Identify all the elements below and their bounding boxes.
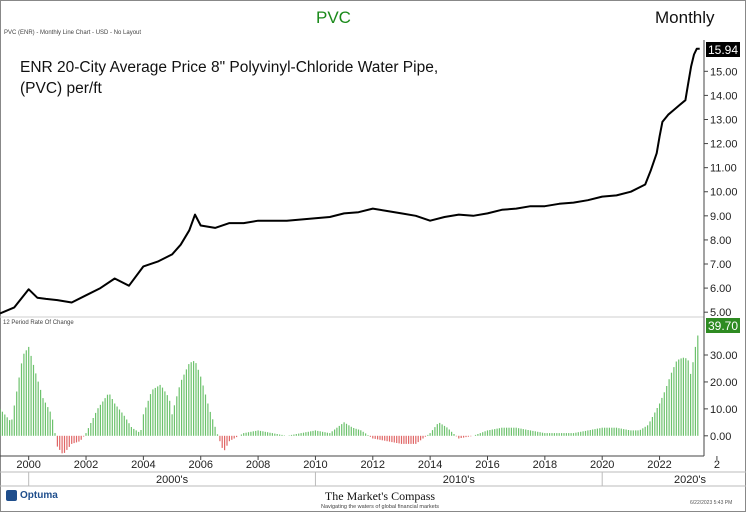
- compass-title: The Market's Compass: [324, 489, 436, 503]
- last-price-badge: 15.94: [706, 42, 740, 57]
- x-tick-label: 2000: [16, 459, 40, 471]
- x-tick-label: 2014: [418, 459, 442, 471]
- optuma-logo-text: Optuma: [20, 490, 58, 501]
- price-y-tick-label: 12.00: [710, 139, 738, 151]
- price-y-tick-label: 8.00: [710, 235, 731, 247]
- x-tick-label: 2006: [188, 459, 212, 471]
- compass-tagline: Navigating the waters of global financia…: [320, 504, 439, 510]
- x-tick-label: 2012: [361, 459, 385, 471]
- period-label: Monthly: [655, 8, 715, 27]
- price-y-ticks: 5.00 6.00 7.00 8.00 9.00 10.00 11.00 12.00 13.00…: [704, 66, 738, 319]
- price-y-tick-label: 9.00: [710, 211, 731, 223]
- x-tick-label: 2016: [475, 459, 499, 471]
- x-tick-label: 2: [714, 459, 720, 471]
- price-y-tick-label: 5.00: [710, 307, 731, 319]
- price-y-tick-label: 13.00: [710, 114, 738, 126]
- last-price-value: 15.94: [708, 43, 738, 57]
- price-y-tick-label: 7.00: [710, 259, 731, 271]
- roc-y-tick-label: 20.00: [710, 377, 738, 389]
- roc-panel-label: 12 Period Rate Of Change: [3, 320, 74, 326]
- roc-y-ticks: 0.00 10.00 20.00 30.00: [704, 350, 738, 443]
- price-y-tick-label: 15.00: [710, 66, 738, 78]
- optuma-logo: Optuma: [6, 490, 58, 501]
- x-tick-label: 2020: [590, 459, 614, 471]
- price-y-tick-label: 10.00: [710, 187, 738, 199]
- chart-title: PVC: [316, 8, 351, 27]
- x-tick-label: 2018: [533, 459, 557, 471]
- x-tick-label: 2004: [131, 459, 155, 471]
- price-y-tick-label: 6.00: [710, 283, 731, 295]
- roc-y-tick-label: 10.00: [710, 404, 738, 416]
- x-tick-label: 2022: [647, 459, 671, 471]
- last-roc-badge: 39.70: [706, 318, 740, 333]
- decade-label: 2020's: [674, 474, 707, 486]
- roc-bars: [0, 335, 699, 454]
- x-tick-label: 2010: [303, 459, 327, 471]
- market-compass-brand: The Market's Compass Navigating the wate…: [290, 489, 470, 510]
- roc-y-tick-label: 0.00: [710, 431, 731, 443]
- price-y-tick-label: 14.00: [710, 90, 738, 102]
- price-y-tick-label: 11.00: [710, 163, 737, 175]
- roc-y-tick-label: 30.00: [710, 350, 738, 362]
- chart-annotation: ENR 20-City Average Price 8" Polyvinyl-C…: [20, 59, 439, 97]
- x-tick-label: 2002: [74, 459, 98, 471]
- x-tick-label: 2008: [246, 459, 270, 471]
- chart-subtitle: PVC (ENR) - Monthly Line Chart - USD - N…: [4, 30, 142, 36]
- decade-labels: 2000's 2010's 2020's: [28, 472, 707, 486]
- optuma-logo-icon: [6, 490, 17, 501]
- decade-label: 2010's: [443, 474, 476, 486]
- price-series-line: [0, 47, 700, 315]
- timestamp: 6/22/2023 5:43 PM: [690, 500, 733, 506]
- decade-label: 2000's: [156, 474, 189, 486]
- x-axis-ticks: 2000 2002 2004 2006 2008 2010 2012 2014 2016 2018…: [16, 456, 720, 471]
- last-roc-value: 39.70: [708, 319, 738, 333]
